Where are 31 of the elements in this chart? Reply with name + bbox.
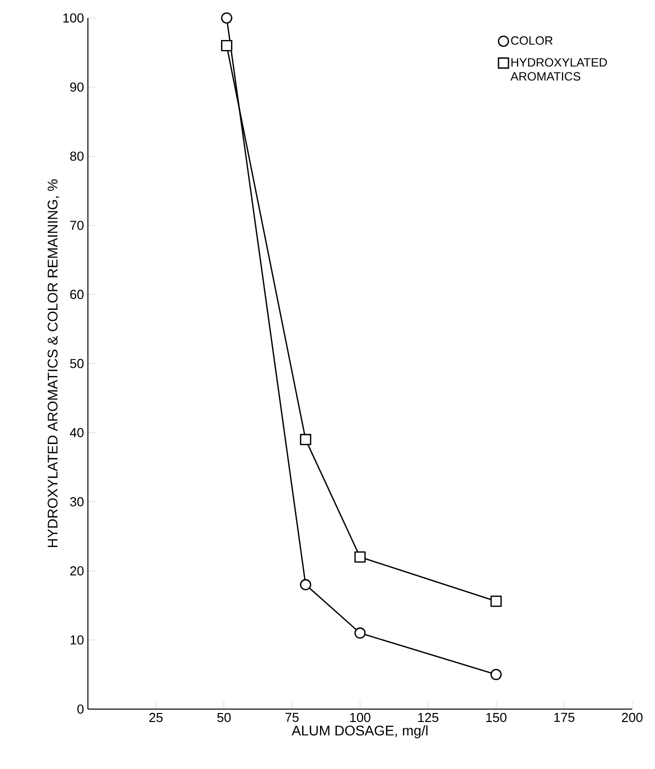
x-tick-label: 175 (554, 712, 574, 722)
y-tick-label: 30 (70, 497, 84, 506)
legend-label: COLOR (511, 36, 552, 45)
x-tick-label: 150 (486, 712, 506, 722)
y-tick-label: 50 (70, 358, 84, 368)
x-tick-label: 200 (622, 712, 642, 722)
point (354, 627, 366, 639)
y-tick-label: 20 (70, 566, 84, 576)
point (490, 668, 502, 680)
y-tick-label: 70 (70, 220, 84, 230)
x-tick-label: 125 (418, 712, 438, 722)
point (354, 551, 366, 563)
y-tick-label: 80 (70, 152, 84, 161)
point (220, 40, 232, 52)
point (220, 12, 232, 24)
point (300, 434, 312, 446)
x-tick-label: 50 (217, 712, 231, 722)
y-tick-label: 60 (70, 290, 84, 300)
point (490, 596, 502, 607)
y-axis-title: HYDROXYLATED AROMATICS & COLOR REMAINING, % (48, 179, 60, 548)
x-tick-label: 75 (285, 712, 299, 722)
x-tick-label: 100 (350, 712, 370, 722)
point (300, 579, 312, 590)
y-tick-label: 10 (70, 635, 84, 645)
x-axis-title: ALUM DOSAGE, mg/l (292, 725, 428, 738)
y-tick-label: 90 (70, 82, 84, 92)
legend-label: HYDROXYLATED AROMATICS (510, 58, 607, 81)
x-tick-label: 25 (149, 712, 163, 722)
y-tick-label: 100 (63, 13, 84, 23)
y-tick-label: 40 (70, 428, 84, 438)
y-tick-label: 0 (77, 704, 84, 714)
